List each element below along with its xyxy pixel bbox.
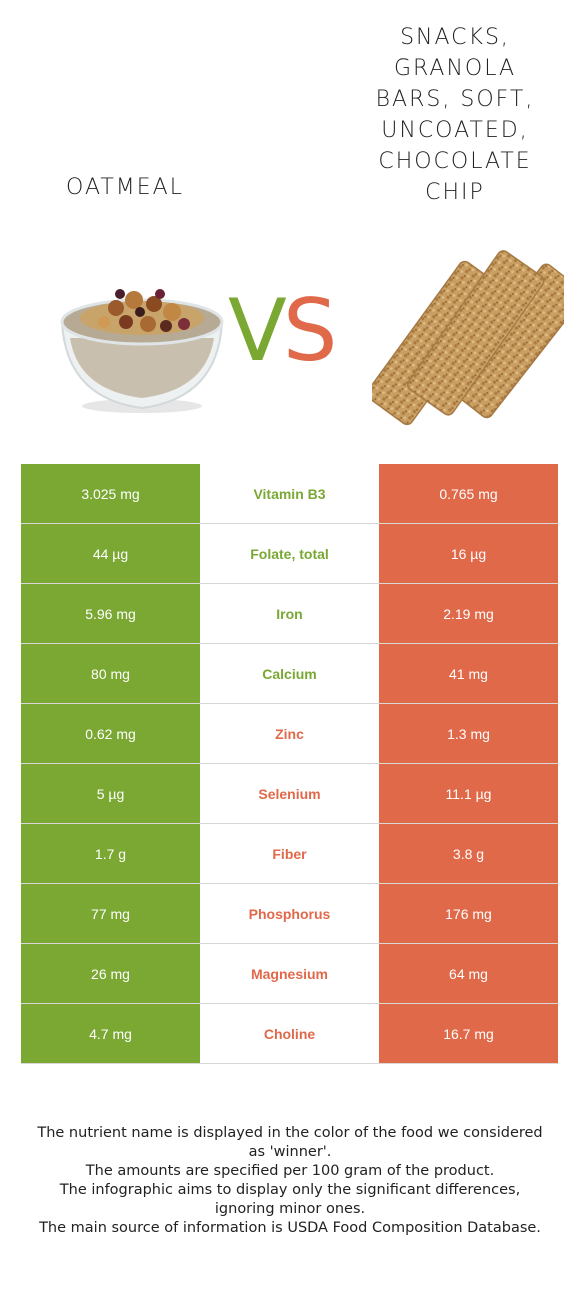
granola-value: 1.3 mg xyxy=(379,704,558,763)
nutrient-name: Folate, total xyxy=(200,524,379,583)
oatmeal-value: 44 µg xyxy=(21,524,200,583)
nutrient-name: Vitamin B3 xyxy=(200,464,379,523)
comparison-table: 3.025 mg Vitamin B3 0.765 mg 44 µg Folate, t… xyxy=(21,464,558,1064)
vs-label: VS xyxy=(228,286,337,376)
table-row: 26 mg Magnesium 64 mg xyxy=(21,944,558,1004)
nutrient-name: Zinc xyxy=(200,704,379,763)
table-row: 5.96 mg Iron 2.19 mg xyxy=(21,584,558,644)
oatmeal-bowl-image xyxy=(60,289,224,413)
table-row: 77 mg Phosphorus 176 mg xyxy=(21,884,558,944)
footer-note: The main source of information is USDA F… xyxy=(39,1220,541,1236)
table-row: 1.7 g Fiber 3.8 g xyxy=(21,824,558,884)
vs-v-letter: V xyxy=(228,281,287,381)
granola-value: 0.765 mg xyxy=(379,464,558,523)
table-row: 44 µg Folate, total 16 µg xyxy=(21,524,558,584)
nutrient-name: Calcium xyxy=(200,644,379,703)
table-row: 5 µg Selenium 11.1 µg xyxy=(21,764,558,824)
nutrient-name: Phosphorus xyxy=(200,884,379,943)
footer-note: The infographic aims to display only the… xyxy=(59,1182,521,1217)
nutrient-name: Selenium xyxy=(200,764,379,823)
nutrient-name: Fiber xyxy=(200,824,379,883)
oatmeal-value: 5.96 mg xyxy=(21,584,200,643)
table-row: 80 mg Calcium 41 mg xyxy=(21,644,558,704)
granola-value: 176 mg xyxy=(379,884,558,943)
granola-bars-image xyxy=(372,250,564,426)
footer-note: The amounts are specified per 100 gram o… xyxy=(85,1163,495,1179)
granola-value: 16.7 mg xyxy=(379,1004,558,1063)
vs-s-letter: S xyxy=(282,281,338,381)
footer-notes: The nutrient name is displayed in the co… xyxy=(30,1124,550,1238)
table-row: 0.62 mg Zinc 1.3 mg xyxy=(21,704,558,764)
oatmeal-value: 3.025 mg xyxy=(21,464,200,523)
granola-value: 3.8 g xyxy=(379,824,558,883)
granola-value: 11.1 µg xyxy=(379,764,558,823)
nutrient-name: Choline xyxy=(200,1004,379,1063)
oatmeal-value: 80 mg xyxy=(21,644,200,703)
nutrient-name: Iron xyxy=(200,584,379,643)
table-row: 4.7 mg Choline 16.7 mg xyxy=(21,1004,558,1064)
oatmeal-value: 0.62 mg xyxy=(21,704,200,763)
footer-note: The nutrient name is displayed in the co… xyxy=(37,1125,543,1160)
table-row: 3.025 mg Vitamin B3 0.765 mg xyxy=(21,464,558,524)
food-title-right: SNACKS, GRANOLA BARS, SOFT, UNCOATED, CH… xyxy=(375,25,535,205)
granola-value: 41 mg xyxy=(379,644,558,703)
granola-value: 16 µg xyxy=(379,524,558,583)
nutrient-name: Magnesium xyxy=(200,944,379,1003)
granola-value: 64 mg xyxy=(379,944,558,1003)
oatmeal-value: 4.7 mg xyxy=(21,1004,200,1063)
food-title-left: OATMEAL xyxy=(66,175,184,200)
granola-value: 2.19 mg xyxy=(379,584,558,643)
oatmeal-value: 5 µg xyxy=(21,764,200,823)
oatmeal-value: 26 mg xyxy=(21,944,200,1003)
oatmeal-value: 1.7 g xyxy=(21,824,200,883)
oatmeal-value: 77 mg xyxy=(21,884,200,943)
